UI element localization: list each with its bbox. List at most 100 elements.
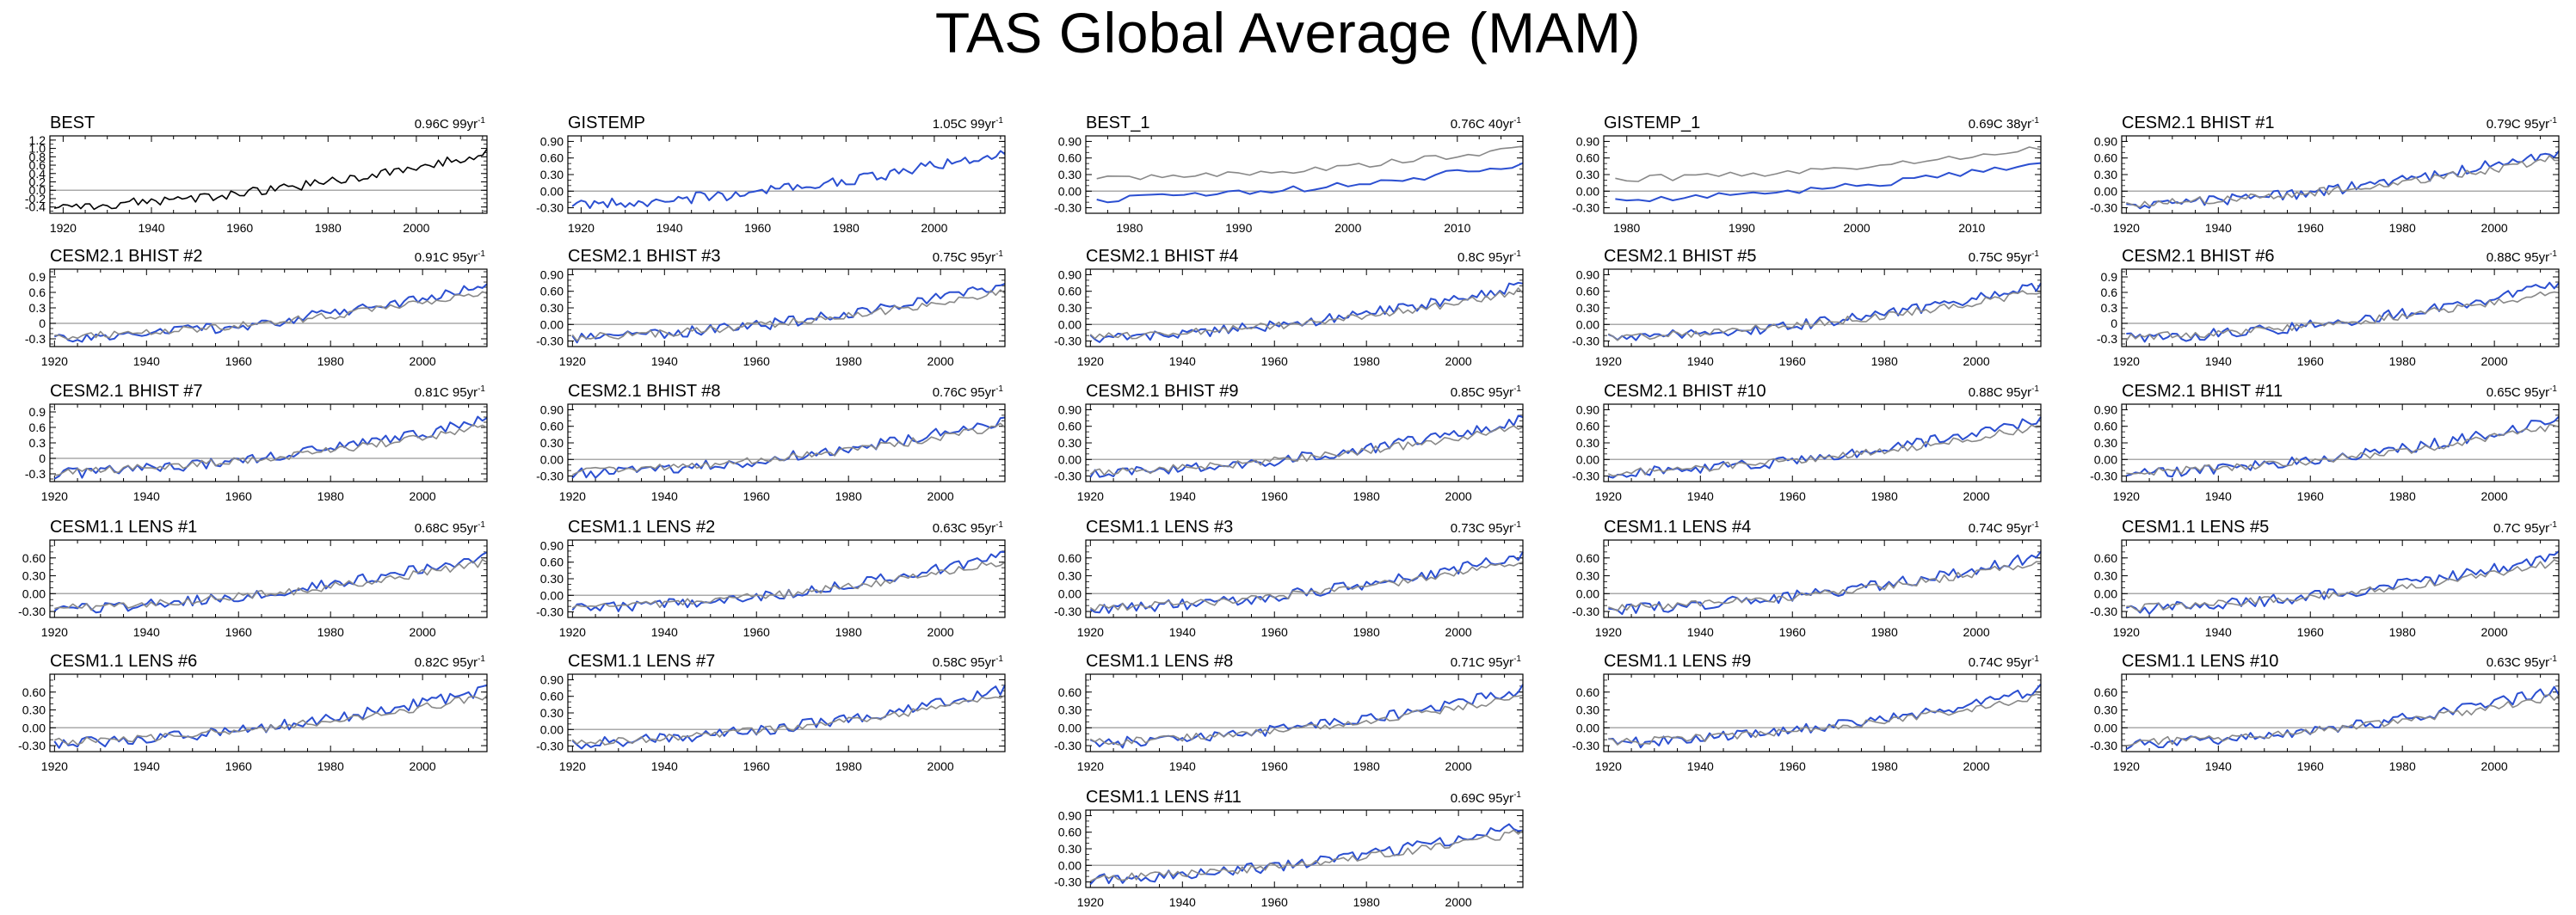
x-tick-label: 1980: [317, 354, 344, 368]
x-tick-label: 1940: [133, 489, 160, 503]
plot-frame: [567, 268, 1006, 347]
x-tick-label: 2000: [1963, 759, 1990, 773]
panel-title: CESM2.1 BHIST #10: [1604, 382, 1766, 401]
panel-24: CESM1.1 LENS #9 0.74C 95yr-1 -0.30 0.00 0.30…: [1572, 652, 2042, 773]
series-line-observations: [2126, 155, 2559, 208]
y-tick-label: 0.00: [540, 317, 564, 331]
y-tick-label: 0.90: [1576, 267, 1599, 281]
x-tick-label: 1960: [1261, 625, 1288, 639]
plot-frame: [49, 539, 488, 618]
y-tick-label: 0.00: [22, 586, 46, 600]
y-tick-label: 0.90: [1058, 267, 1082, 281]
x-tick-label: 1960: [743, 625, 770, 639]
y-tick-label: 0.9: [2101, 270, 2118, 284]
y-tick-label: -0.3: [25, 332, 46, 346]
x-tick-label: 1920: [559, 354, 586, 368]
x-tick-label: 2000: [1445, 354, 1472, 368]
series-line-model: [571, 684, 1006, 750]
x-tick-label: 1920: [1595, 625, 1622, 639]
y-tick-label: -0.30: [1054, 605, 1082, 618]
y-tick-label: -0.30: [536, 470, 564, 483]
series-line-observations: [2126, 694, 2560, 746]
x-tick-label: 1980: [1353, 759, 1380, 773]
figure-title: TAS Global Average (MAM): [934, 1, 1642, 64]
y-tick-label: 0.60: [540, 285, 564, 298]
series-line-model: [53, 684, 488, 749]
x-tick-label: 1960: [225, 759, 252, 773]
y-tick-label: 0.30: [1058, 168, 1082, 181]
x-tick-label: 2000: [410, 625, 436, 639]
x-tick-label: 1960: [225, 489, 252, 503]
y-tick-label: 0.60: [2094, 151, 2117, 165]
x-tick-label: 2010: [1444, 221, 1470, 235]
x-tick-label: 1980: [1116, 221, 1143, 235]
y-tick-label: 0.90: [540, 402, 564, 416]
panel-title: CESM1.1 LENS #11: [1086, 788, 1242, 807]
panel-trend-stat: 0.96C 99yr-1: [415, 116, 486, 132]
x-tick-label: 2000: [2481, 354, 2508, 368]
panel-23: CESM1.1 LENS #8 0.71C 95yr-1 -0.30 0.00 0.30…: [1054, 652, 1524, 773]
plot-frame: [567, 539, 1006, 618]
x-tick-label: 1980: [317, 489, 344, 503]
panel-title: CESM1.1 LENS #5: [2122, 518, 2269, 537]
y-tick-label: 0.90: [540, 267, 564, 281]
plot-frame: [1603, 268, 2042, 347]
series-line-model: [2126, 150, 2560, 210]
panel-trend-stat: 0.88C 95yr-1: [1969, 384, 2040, 400]
plot-frame: [1085, 809, 1524, 888]
x-tick-label: 1960: [225, 625, 252, 639]
x-tick-label: 1960: [1261, 489, 1288, 503]
x-tick-label: 2000: [1334, 221, 1361, 235]
x-tick-label: 2000: [2481, 221, 2508, 235]
panel-trend-stat: 0.68C 95yr-1: [415, 520, 486, 536]
y-tick-label: 0.30: [1576, 703, 1599, 717]
x-tick-label: 1960: [1779, 759, 1806, 773]
y-tick-label: -0.30: [1054, 875, 1082, 889]
y-tick-label: 0.60: [2094, 420, 2117, 433]
x-tick-label: 1980: [1613, 221, 1640, 235]
series-line-model: [2126, 415, 2560, 478]
y-tick-label: 0.30: [22, 569, 46, 583]
x-tick-label: 2000: [410, 489, 436, 503]
series-line-observations: [1608, 561, 2042, 612]
series-line-model: [53, 551, 488, 614]
panel-3: BEST_1 0.76C 40yr-1 -0.30 0.00 0.30 0.60 0.90 1…: [1054, 114, 1524, 235]
plot-frame: [2121, 268, 2560, 347]
x-tick-label: 1940: [1169, 759, 1196, 773]
plot-frame: [49, 673, 488, 752]
plot-frame: [2121, 403, 2560, 482]
y-tick-label: 0.60: [1576, 151, 1599, 165]
series-line-model: [1089, 415, 1524, 478]
series-line-model: [1608, 550, 2042, 616]
x-tick-label: 1980: [2389, 759, 2416, 773]
y-tick-label: 0.90: [1058, 402, 1082, 416]
x-tick-label: 1960: [1779, 489, 1806, 503]
series-line-observations: [1607, 424, 2042, 477]
panel-20: CESM1.1 LENS #5 0.7C 95yr-1 -0.30 0.00 0.30 0…: [2090, 518, 2560, 639]
panel-trend-stat: 0.82C 95yr-1: [415, 654, 486, 670]
x-tick-label: 1980: [1871, 489, 1898, 503]
y-tick-label: 0.30: [1576, 436, 1599, 450]
panel-title: CESM2.1 BHIST #8: [568, 382, 720, 401]
series-line-observations: [571, 422, 1006, 476]
y-tick-label: -0.30: [1572, 470, 1599, 483]
series-line-model: [1089, 823, 1524, 885]
x-tick-label: 1920: [1077, 759, 1104, 773]
x-tick-label: 1980: [1353, 354, 1380, 368]
panel-title: CESM2.1 BHIST #1: [2122, 114, 2274, 132]
plot-frame: [567, 135, 1006, 214]
plot-frame: [1603, 403, 2042, 482]
y-tick-label: 0.00: [1058, 317, 1082, 331]
panel-title: CESM2.1 BHIST #2: [50, 247, 202, 266]
y-tick-label: 0.60: [540, 151, 564, 165]
y-tick-label: 0.30: [540, 572, 564, 586]
panel-trend-stat: 0.74C 95yr-1: [1969, 654, 2040, 670]
panel-title: GISTEMP: [568, 114, 645, 132]
y-tick-label: -0.30: [2090, 470, 2117, 483]
y-tick-label: 0.30: [1058, 436, 1082, 450]
plot-frame: [1085, 673, 1524, 752]
panel-6: CESM2.1 BHIST #2 0.91C 95yr-1 -0.3 00.3 0.6 0…: [25, 247, 488, 368]
series-line-model: [571, 416, 1006, 479]
series-line-model: [1608, 684, 2042, 749]
y-tick-label: 0.00: [1058, 452, 1082, 466]
